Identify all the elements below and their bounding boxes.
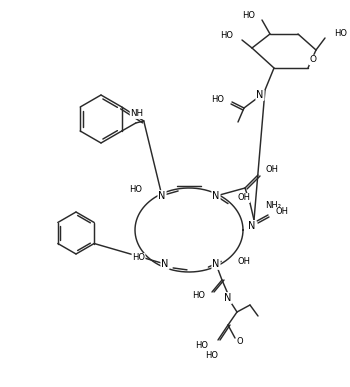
Text: OH: OH	[237, 194, 250, 202]
Text: N: N	[212, 259, 220, 269]
Text: N: N	[158, 191, 166, 201]
Text: NH: NH	[130, 110, 143, 118]
Text: HO: HO	[205, 351, 218, 361]
Text: O: O	[309, 55, 316, 65]
Text: N: N	[212, 259, 220, 269]
Text: OH: OH	[237, 257, 250, 267]
Text: NH₂: NH₂	[265, 200, 281, 209]
Text: N: N	[212, 191, 220, 201]
Text: N: N	[248, 221, 256, 231]
Text: N: N	[256, 90, 264, 100]
Text: HO: HO	[220, 31, 233, 41]
Text: HO: HO	[129, 185, 142, 195]
Text: N: N	[158, 191, 166, 201]
Text: N: N	[224, 293, 232, 303]
Text: OH: OH	[275, 207, 288, 216]
Text: N: N	[224, 293, 232, 303]
Text: HO: HO	[242, 10, 255, 19]
Text: HO: HO	[132, 253, 145, 262]
Text: OH: OH	[266, 166, 279, 175]
Text: N: N	[161, 259, 169, 269]
Text: O: O	[309, 55, 316, 65]
Text: O: O	[237, 337, 243, 346]
Text: N: N	[256, 90, 264, 100]
Text: HO: HO	[211, 94, 224, 103]
Text: HO: HO	[192, 291, 205, 300]
Text: N: N	[248, 221, 256, 231]
Text: HO: HO	[334, 29, 347, 38]
Text: HO: HO	[195, 341, 208, 349]
Text: N: N	[161, 259, 169, 269]
Text: N: N	[212, 191, 220, 201]
